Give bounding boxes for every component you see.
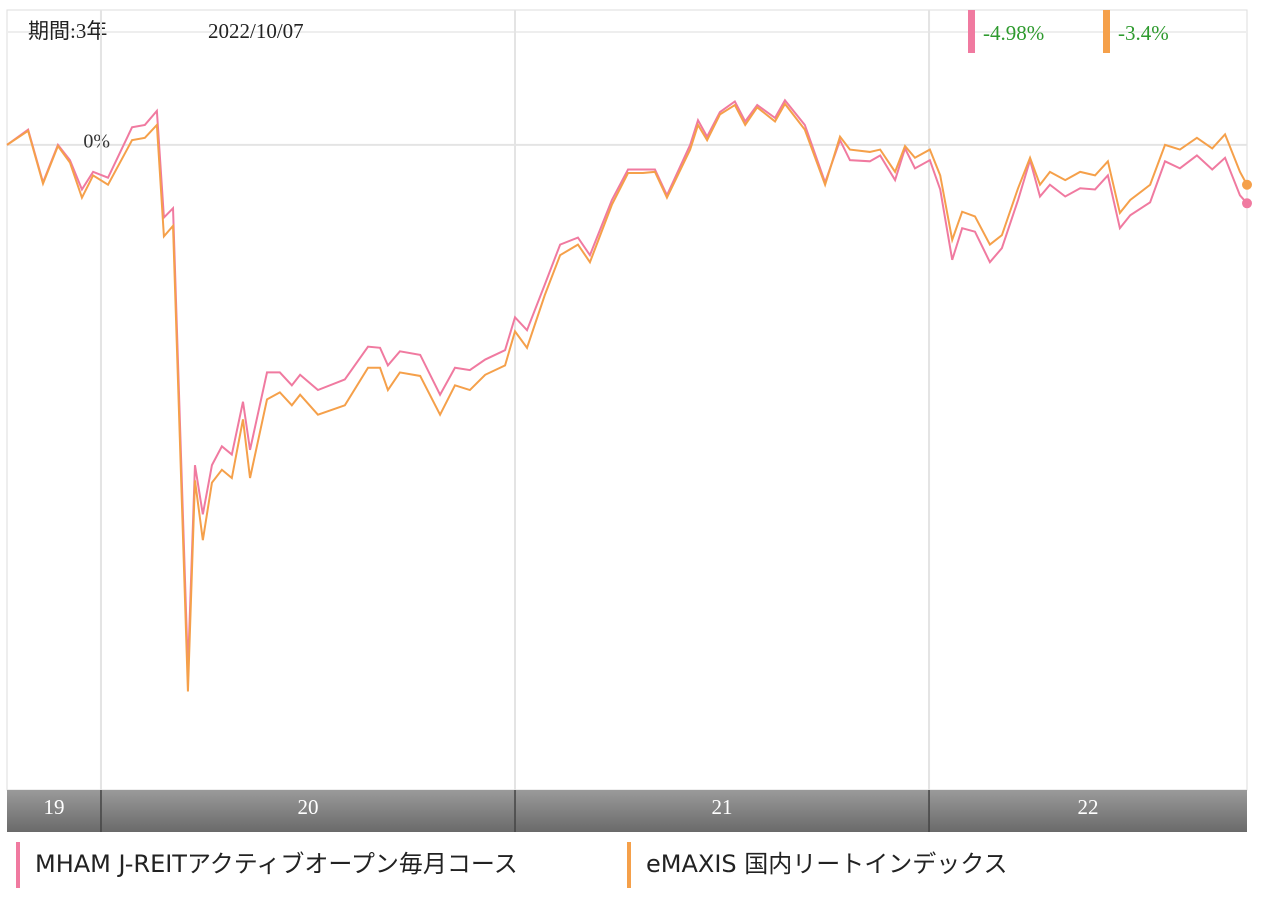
legend-swatch — [627, 842, 631, 888]
plot-area — [6, 9, 1248, 791]
x-tick-label: 20 — [297, 795, 318, 819]
value-swatch — [1103, 10, 1110, 53]
series-line — [6, 98, 1248, 671]
x-tick-label: 22 — [1078, 795, 1099, 819]
legend-swatch — [16, 842, 20, 888]
x-tick-label: 21 — [712, 795, 733, 819]
period-label: 期間:3年 — [28, 19, 107, 43]
legend-label: eMAXIS 国内リートインデックス — [646, 850, 1008, 878]
date-label: 2022/10/07 — [208, 19, 304, 43]
y-tick-label: 0% — [83, 130, 110, 152]
value-swatch — [968, 10, 975, 53]
end-value-label: -4.98% — [983, 21, 1044, 45]
x-tick-label: 19 — [43, 795, 64, 819]
series-line — [6, 102, 1248, 692]
end-point — [1242, 179, 1252, 190]
end-point — [1242, 198, 1252, 209]
year-band — [7, 790, 1247, 832]
end-value-label: -3.4% — [1118, 21, 1169, 45]
legend-label: MHAM J-REITアクティブオープン毎月コース — [35, 850, 518, 878]
